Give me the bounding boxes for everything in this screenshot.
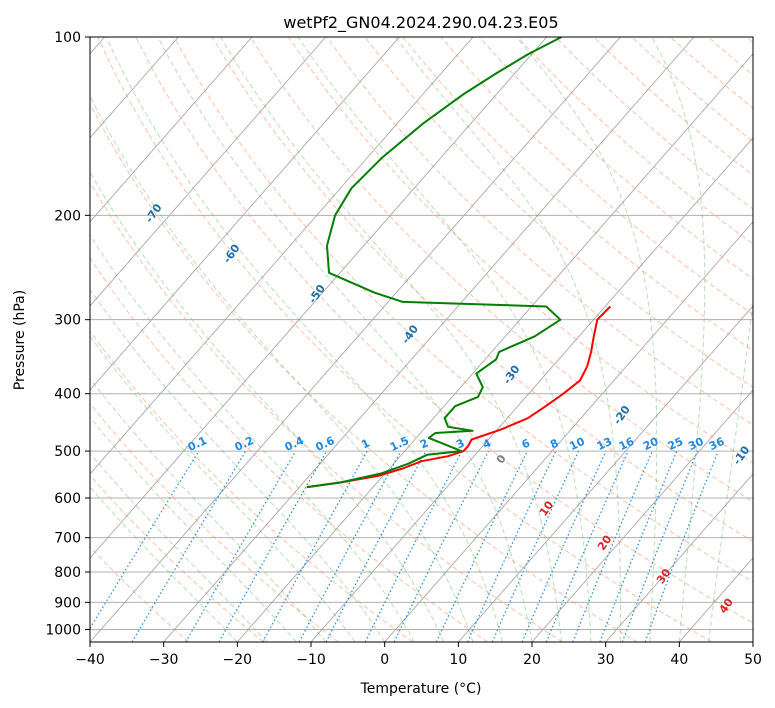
x-tick-label: 20	[523, 652, 541, 668]
mixing-ratio-label: 20	[641, 435, 661, 453]
isotherm-line	[236, 53, 753, 642]
y-tick-label: 600	[54, 491, 81, 507]
isotherm-line	[90, 37, 474, 475]
mixing-ratio-label: 36	[707, 435, 727, 453]
isotherm-line	[90, 37, 253, 223]
moist-adiabat-line	[516, 37, 658, 642]
mixing-ratio-line	[393, 450, 490, 642]
moist-adiabat-line	[90, 486, 238, 642]
moist-adiabat-line	[90, 377, 327, 642]
moist-adiabat-line	[708, 298, 753, 642]
dry-adiabat-line	[440, 37, 753, 316]
isotherm-line	[90, 37, 548, 559]
dry-adiabat-line	[249, 37, 753, 503]
dry-adiabat-line	[135, 37, 753, 624]
y-tick-label: 400	[54, 387, 81, 403]
mixing-ratio-line	[521, 450, 607, 642]
y-tick-label: 700	[54, 531, 81, 547]
moist-adiabat-line	[157, 37, 533, 642]
dry-adiabat-line	[90, 257, 488, 642]
mixing-ratio-label: 25	[666, 435, 685, 453]
mixing-ratio-line	[491, 450, 580, 642]
y-tick-label: 300	[54, 313, 81, 329]
dry-adiabat-line	[173, 37, 753, 583]
moist-adiabat-line	[90, 416, 297, 642]
moist-adiabat-line	[90, 452, 268, 642]
mixing-ratio-line	[364, 450, 463, 642]
isotherm-line	[531, 389, 753, 642]
isotherm-line	[90, 37, 621, 642]
moist-adiabat-line	[105, 37, 503, 642]
plot-frame	[89, 36, 754, 643]
mixing-ratio-line	[545, 450, 629, 642]
moist-adiabat-line	[90, 288, 386, 642]
x-axis-title: Temperature (°C)	[360, 681, 482, 697]
dry-adiabat-line	[97, 37, 712, 642]
mixing-ratio-line	[644, 450, 719, 642]
x-tick-label: 30	[597, 652, 615, 668]
dry-adiabat-line	[90, 330, 414, 642]
mixing-ratio-label: 16	[617, 435, 637, 453]
moist-adiabat-line	[220, 37, 562, 642]
moist-adiabat-line	[297, 37, 592, 642]
axes: −40 −30 −20 −10 0 10 20 30 40 50 100 200 300 400 500 60…	[45, 30, 762, 668]
chart-title: wetPf2_GN04.2024.290.04.23.E05	[283, 13, 558, 33]
temperature-profile-line	[306, 305, 612, 489]
y-tick-label: 900	[54, 595, 81, 611]
y-tick-label: 200	[54, 208, 81, 224]
x-tick-label: −10	[296, 652, 326, 668]
mixing-ratio-line	[218, 450, 328, 642]
moist-adiabat-line	[394, 37, 621, 642]
isotherm-line	[90, 37, 400, 391]
y-tick-label: 500	[54, 444, 81, 460]
isotherm-line	[90, 37, 327, 307]
dry-adiabat-line	[288, 37, 753, 464]
dry-adiabat-line	[402, 37, 753, 352]
dry-adiabat-line	[326, 37, 753, 426]
mixing-ratio-line	[90, 450, 200, 630]
moist-adiabat-line	[90, 171, 445, 642]
dry-adiabat-line	[90, 181, 563, 642]
mixing-ratio-line	[298, 450, 402, 642]
moist-adiabat-line	[651, 37, 706, 642]
dewpoint-profile-line	[306, 37, 562, 489]
y-axis-title: Pressure (hPa)	[12, 290, 28, 390]
background-lines	[90, 37, 753, 642]
mixing-ratio-line	[262, 450, 368, 642]
x-tick-label: −20	[223, 652, 253, 668]
mixing-ratio-line	[621, 450, 699, 642]
sounding-series	[306, 37, 612, 489]
mixing-ratio-line	[599, 450, 678, 642]
x-tick-label: −30	[149, 652, 179, 668]
mixing-ratio-label: 10	[567, 435, 587, 453]
y-tick-label: 100	[54, 30, 81, 46]
mixing-ratio-line	[572, 450, 653, 642]
dry-adiabat-line	[211, 37, 753, 542]
dry-adiabat-line	[90, 402, 339, 642]
moist-adiabat-line	[90, 234, 415, 642]
y-tick-label: 800	[54, 565, 81, 581]
y-tick-label: 1000	[45, 622, 81, 638]
mixing-ratio-label: 13	[595, 435, 614, 453]
x-tick-label: 40	[670, 652, 688, 668]
x-tick-label: 10	[449, 652, 467, 668]
x-tick-label: 0	[380, 652, 389, 668]
plot-area: -100-90-80-70-60-50-40-30-20-100.10.20.4…	[90, 37, 753, 642]
isotherm-line	[163, 37, 695, 642]
dry-adiabat-line	[90, 474, 264, 642]
isotherm-line	[384, 221, 753, 642]
mixing-ratio-label: 30	[686, 435, 706, 453]
moist-adiabat-line	[90, 95, 474, 642]
isotherm-line	[457, 305, 753, 642]
x-tick-label: 50	[744, 652, 762, 668]
x-tick-label: −40	[75, 652, 105, 668]
isotherm-line	[605, 473, 753, 642]
